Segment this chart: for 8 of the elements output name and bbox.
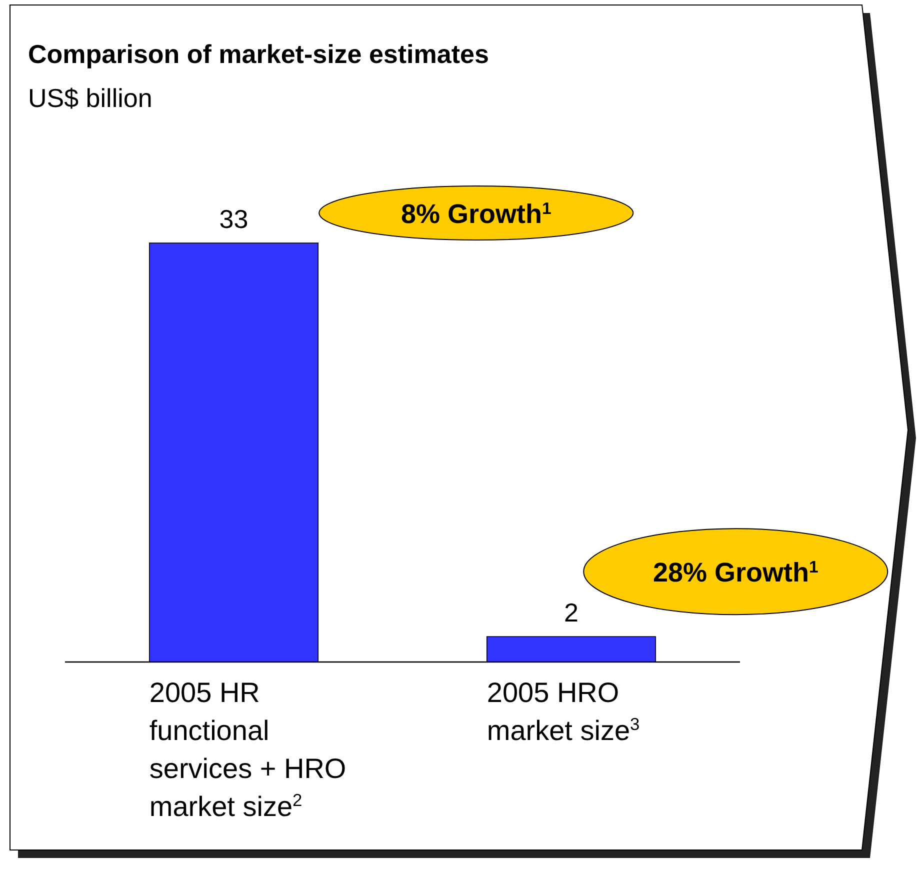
chart-subtitle: US$ billion (28, 83, 152, 113)
data-label: 2 (564, 598, 578, 628)
x-tick-label: 2005 HR functional services + HRO market size$^{2}$ (149, 677, 346, 822)
text: 8% Growth$^{1}$ (400, 198, 552, 229)
x-tick-label: 2005 HRO market size$^{3}$ (486, 677, 640, 746)
chart-title: Comparison of market-size estimates (28, 39, 489, 69)
data-label: 33 (219, 204, 248, 234)
annotation: 28% Growth$^{1}$ (652, 557, 818, 588)
